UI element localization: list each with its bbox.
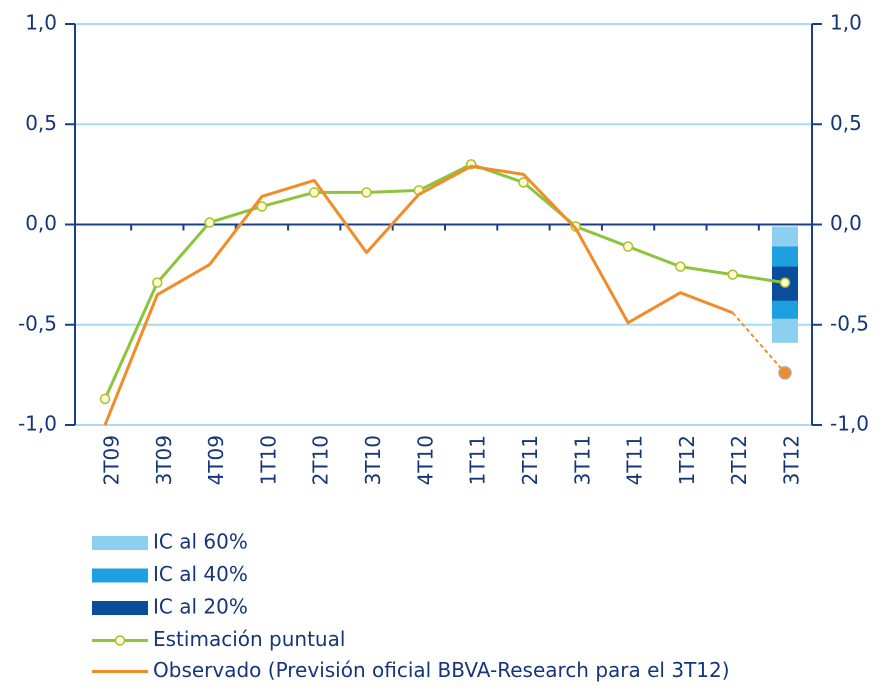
- y2-tick-label: 1,0: [830, 11, 862, 35]
- forecast-point: [778, 366, 792, 380]
- y-tick-label: 0,0: [25, 211, 57, 235]
- x-tick-label: 2T10: [309, 435, 333, 485]
- x-tick-label: 3T09: [152, 435, 176, 485]
- legend-label: IC al 20%: [153, 595, 248, 619]
- point: [727, 269, 738, 280]
- forecast-line: [731, 312, 786, 374]
- x-tick-label: 2T09: [100, 435, 124, 485]
- legend-swatch: [92, 568, 148, 583]
- legend-label: IC al 60%: [153, 530, 248, 554]
- point: [204, 217, 215, 228]
- x-tick-label: 2T12: [727, 435, 751, 485]
- y-tick-label: -1,0: [18, 412, 57, 436]
- point: [779, 277, 791, 288]
- legend-swatch: [92, 601, 148, 615]
- x-tick-label: 1T10: [256, 435, 280, 485]
- y2-tick-label: -1,0: [830, 412, 869, 436]
- x-tick-label: 1T11: [466, 435, 490, 485]
- x-tick-label: 2T11: [518, 435, 542, 485]
- y2-tick-label: 0,5: [830, 111, 862, 135]
- point: [256, 201, 268, 212]
- y-tick-label: 1,0: [25, 11, 57, 35]
- point: [622, 241, 634, 252]
- x-tick-label: 4T09: [204, 435, 228, 485]
- y-tick-label: -0,5: [18, 311, 57, 335]
- point: [518, 177, 529, 188]
- point: [361, 187, 372, 198]
- x-tick-label: 3T10: [361, 435, 385, 485]
- point: [308, 187, 320, 198]
- x-tick-label: 4T11: [623, 435, 647, 485]
- line: [103, 162, 786, 400]
- line: [103, 164, 734, 426]
- point: [152, 277, 163, 288]
- x-tick-label: 1T12: [675, 435, 699, 485]
- point: [99, 393, 111, 405]
- legend-label: Observado (Previsión oficial BBVA-Resear…: [153, 658, 730, 682]
- y-tick-label: 0,5: [25, 111, 57, 135]
- legend-marker: [114, 635, 126, 646]
- y2-tick-label: -0,5: [830, 311, 869, 335]
- x-tick-label: 3T12: [780, 435, 804, 485]
- x-tick-label: 4T10: [413, 435, 437, 485]
- legend-label: Estimación puntual: [153, 627, 345, 651]
- legend-swatch: [92, 536, 148, 550]
- x-tick-label: 3T11: [570, 435, 594, 485]
- y2-tick-label: 0,0: [830, 211, 862, 235]
- point: [675, 261, 686, 272]
- legend-label: IC al 40%: [153, 562, 248, 586]
